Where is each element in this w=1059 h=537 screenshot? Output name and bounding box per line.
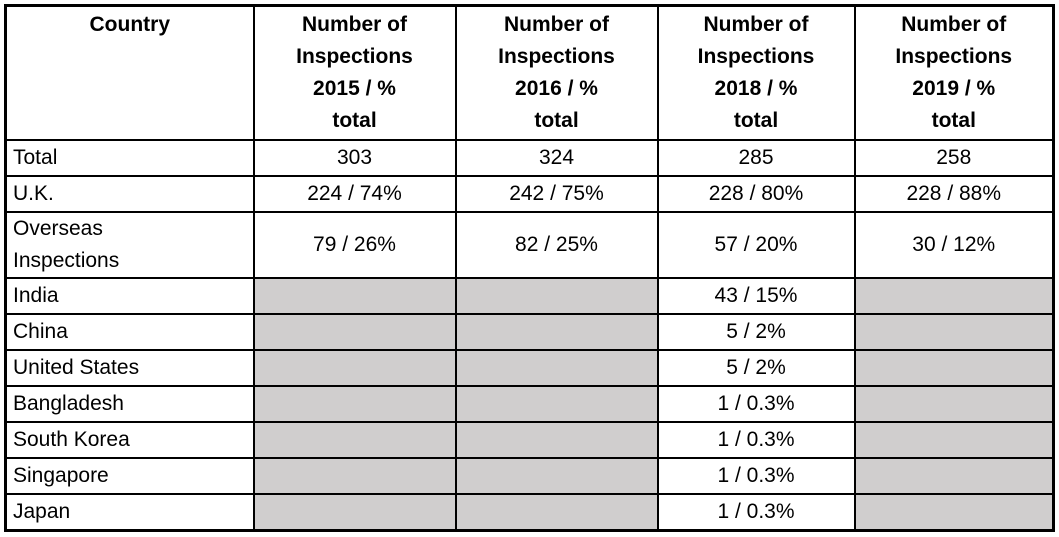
column-header-year-1: Number of Inspections 2015 / % total <box>252 4 457 141</box>
value-cell: 30 / 12% <box>853 211 1055 279</box>
country-cell: India <box>4 277 255 315</box>
column-header-year-4: Number of Inspections 2019 / % total <box>853 4 1055 141</box>
empty-cell <box>454 385 659 423</box>
table-body: Total 303 324 285 258 U.K. 224 / 74% 242 / 75% 2… <box>4 139 1055 531</box>
table-row: Total 303 324 285 258 <box>4 139 1055 177</box>
empty-cell <box>454 277 659 315</box>
value-cell: 1 / 0.3% <box>656 493 856 531</box>
empty-cell <box>853 313 1055 351</box>
empty-cell <box>252 457 457 495</box>
value-cell: 5 / 2% <box>656 349 856 387</box>
value-cell: 324 <box>454 139 659 177</box>
value-cell: 303 <box>252 139 457 177</box>
empty-cell <box>853 349 1055 387</box>
table-row: United States 5 / 2% <box>4 349 1055 387</box>
empty-cell <box>853 421 1055 459</box>
empty-cell <box>252 349 457 387</box>
value-cell: 57 / 20% <box>656 211 856 279</box>
table-row: South Korea 1 / 0.3% <box>4 421 1055 459</box>
empty-cell <box>853 385 1055 423</box>
value-cell: 1 / 0.3% <box>656 421 856 459</box>
country-cell: United States <box>4 349 255 387</box>
country-cell: U.K. <box>4 175 255 213</box>
table-row: India 43 / 15% <box>4 277 1055 315</box>
value-cell: 285 <box>656 139 856 177</box>
table-row: Overseas Inspections 79 / 26% 82 / 25% 57 /… <box>4 211 1055 279</box>
value-cell: 258 <box>853 139 1055 177</box>
empty-cell <box>252 313 457 351</box>
country-cell: Total <box>4 139 255 177</box>
country-cell: China <box>4 313 255 351</box>
column-header-year-3: Number of Inspections 2018 / % total <box>656 4 856 141</box>
inspections-table: Country Number of Inspections 2015 / % to… <box>4 4 1055 532</box>
country-cell: Japan <box>4 493 255 531</box>
country-cell: Bangladesh <box>4 385 255 423</box>
header-row: Country Number of Inspections 2015 / % to… <box>4 4 1055 141</box>
column-header-country: Country <box>4 4 255 141</box>
empty-cell <box>252 277 457 315</box>
empty-cell <box>853 457 1055 495</box>
value-cell: 1 / 0.3% <box>656 385 856 423</box>
table-row: China 5 / 2% <box>4 313 1055 351</box>
value-cell: 228 / 80% <box>656 175 856 213</box>
empty-cell <box>454 313 659 351</box>
value-cell: 224 / 74% <box>252 175 457 213</box>
column-header-year-2: Number of Inspections 2016 / % total <box>454 4 659 141</box>
empty-cell <box>853 493 1055 531</box>
value-cell: 1 / 0.3% <box>656 457 856 495</box>
country-cell: South Korea <box>4 421 255 459</box>
empty-cell <box>454 349 659 387</box>
empty-cell <box>853 277 1055 315</box>
value-cell: 5 / 2% <box>656 313 856 351</box>
value-cell: 43 / 15% <box>656 277 856 315</box>
table-row: Singapore 1 / 0.3% <box>4 457 1055 495</box>
table-row: Bangladesh 1 / 0.3% <box>4 385 1055 423</box>
value-cell: 228 / 88% <box>853 175 1055 213</box>
table-row: Japan 1 / 0.3% <box>4 493 1055 531</box>
value-cell: 82 / 25% <box>454 211 659 279</box>
empty-cell <box>454 421 659 459</box>
value-cell: 79 / 26% <box>252 211 457 279</box>
table-row: U.K. 224 / 74% 242 / 75% 228 / 80% 228 / 88% <box>4 175 1055 213</box>
empty-cell <box>252 385 457 423</box>
country-cell: Overseas Inspections <box>4 211 255 279</box>
empty-cell <box>454 457 659 495</box>
empty-cell <box>454 493 659 531</box>
value-cell: 242 / 75% <box>454 175 659 213</box>
country-cell: Singapore <box>4 457 255 495</box>
empty-cell <box>252 421 457 459</box>
empty-cell <box>252 493 457 531</box>
